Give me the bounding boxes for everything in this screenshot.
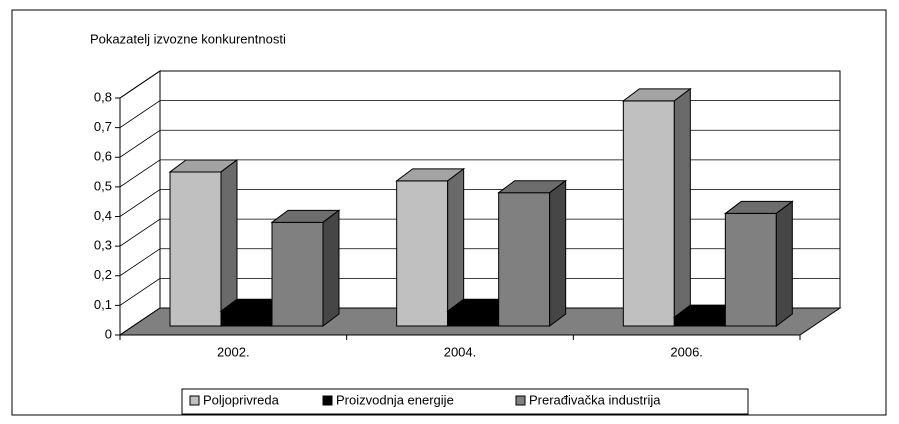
- bar: [621, 87, 692, 327]
- bar-front: [220, 310, 273, 327]
- grid-line: [119, 129, 840, 158]
- y-tick-label: 0,5: [94, 178, 112, 193]
- legend-label: Proizvodnja energije: [336, 392, 454, 407]
- bar-front: [622, 100, 675, 327]
- bar-front: [169, 171, 222, 327]
- chart-title: Pokazatelj izvozne konkurentnosti: [90, 31, 286, 46]
- y-tick-label: 0,6: [94, 149, 112, 164]
- legend-swatch: [322, 395, 333, 406]
- x-tick-label: 2002.: [217, 344, 250, 359]
- bar-front: [447, 310, 500, 327]
- grid-line: [119, 100, 840, 128]
- bar: [497, 179, 568, 327]
- legend-swatch: [189, 395, 200, 406]
- bar-side: [775, 200, 793, 327]
- bar-front: [498, 192, 551, 327]
- y-tick-label: 0,3: [94, 238, 112, 253]
- grid-line: [119, 159, 840, 188]
- bar: [723, 200, 794, 327]
- legend-box: [181, 388, 749, 415]
- legend-swatch: [515, 395, 526, 406]
- bar-front: [396, 180, 449, 327]
- grid-line: [119, 189, 840, 217]
- bar-front: [724, 212, 777, 327]
- grid-line: [119, 248, 840, 277]
- y-tick-label: 0,8: [94, 89, 112, 104]
- y-tick-label: 0,7: [94, 119, 112, 134]
- bar: [395, 167, 466, 327]
- grid-line: [119, 218, 840, 247]
- bar-front: [271, 221, 324, 327]
- bar: [270, 209, 341, 327]
- legend-label: Poljoprivreda: [203, 392, 280, 407]
- legend-label: Prerađivačka industrija: [529, 392, 661, 407]
- y-tick-label: 0,1: [94, 297, 112, 312]
- bar: [168, 158, 239, 327]
- y-tick-label: 0,2: [94, 267, 112, 282]
- grid-line: [119, 70, 840, 99]
- bar-side: [673, 87, 691, 327]
- bar-side: [549, 179, 567, 327]
- y-tick-label: 0: [105, 326, 112, 341]
- grid-line: [119, 277, 840, 306]
- x-tick-label: 2004.: [444, 344, 477, 359]
- bar-front: [673, 316, 726, 327]
- x-tick-label: 2006.: [670, 344, 703, 359]
- y-tick-label: 0,4: [94, 208, 112, 223]
- bar-side: [322, 209, 340, 327]
